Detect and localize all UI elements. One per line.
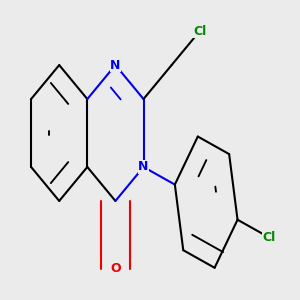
Text: Cl: Cl: [193, 25, 206, 38]
Text: O: O: [110, 262, 121, 275]
Text: N: N: [110, 58, 121, 72]
Text: N: N: [138, 160, 149, 173]
Text: Cl: Cl: [262, 231, 275, 244]
